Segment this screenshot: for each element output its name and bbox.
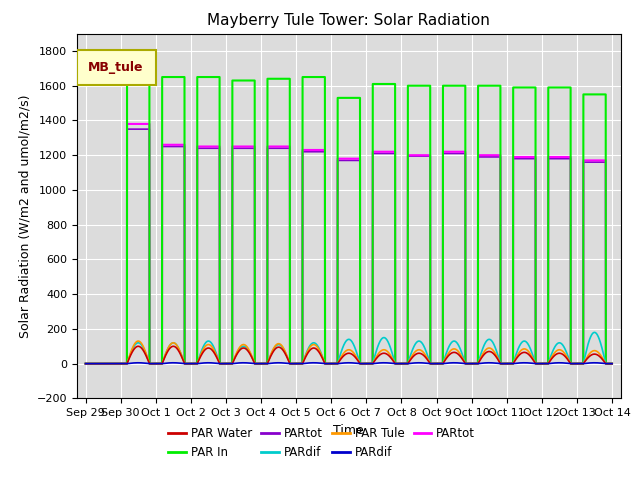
X-axis label: Time: Time — [333, 424, 364, 437]
FancyBboxPatch shape — [77, 50, 156, 84]
Legend: PAR Water, PAR In, PARtot, PARdif, PAR Tule, PARdif, PARtot: PAR Water, PAR In, PARtot, PARdif, PAR T… — [163, 422, 480, 464]
Text: MB_tule: MB_tule — [88, 61, 144, 74]
Title: Mayberry Tule Tower: Solar Radiation: Mayberry Tule Tower: Solar Radiation — [207, 13, 490, 28]
Y-axis label: Solar Radiation (W/m2 and umol/m2/s): Solar Radiation (W/m2 and umol/m2/s) — [18, 94, 31, 338]
